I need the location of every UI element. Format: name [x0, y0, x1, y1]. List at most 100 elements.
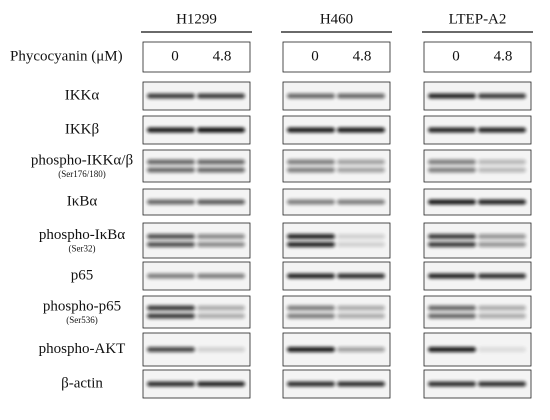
row-sublabel: (Ser536) — [66, 315, 98, 325]
band — [147, 167, 195, 173]
band — [428, 167, 476, 173]
band — [287, 127, 335, 133]
band — [478, 93, 526, 99]
band — [287, 93, 335, 99]
band — [478, 313, 526, 319]
band — [287, 305, 335, 311]
band — [337, 234, 385, 239]
blot-box — [282, 222, 391, 259]
row-label: p65 — [71, 267, 94, 283]
band — [428, 313, 476, 319]
band — [287, 167, 335, 173]
blot-box — [423, 222, 532, 259]
dose-value: 0 — [452, 48, 460, 64]
band — [197, 273, 245, 279]
blot-box — [282, 149, 391, 183]
band — [337, 167, 385, 173]
band — [147, 159, 195, 165]
band — [478, 159, 526, 165]
row-label: phospho-p65 — [43, 298, 121, 314]
band — [478, 127, 526, 133]
band — [337, 199, 385, 205]
band — [428, 381, 476, 387]
band — [147, 234, 195, 239]
band — [428, 93, 476, 99]
band — [337, 381, 385, 387]
cell-line-title: LTEP-A2 — [449, 11, 507, 27]
dose-box — [423, 41, 532, 73]
band — [428, 347, 476, 352]
dose-value: 4.8 — [494, 48, 513, 64]
row-label: IκBα — [67, 193, 98, 209]
band — [478, 167, 526, 173]
band — [147, 381, 195, 387]
blot-box — [142, 149, 251, 183]
row-label: β-actin — [61, 375, 103, 391]
band — [428, 242, 476, 247]
band — [478, 305, 526, 311]
cell-line-title: H460 — [320, 11, 353, 27]
band — [428, 199, 476, 205]
blot-box — [282, 295, 391, 329]
band — [147, 273, 195, 279]
band — [428, 234, 476, 239]
band — [287, 313, 335, 319]
band — [197, 93, 245, 99]
band — [197, 167, 245, 173]
row-sublabel: (Ser32) — [69, 244, 96, 254]
band — [147, 305, 195, 311]
band — [337, 273, 385, 279]
blot-box — [423, 149, 532, 183]
band — [478, 234, 526, 239]
band — [337, 305, 385, 311]
band — [428, 159, 476, 165]
band — [197, 199, 245, 205]
row-label: phospho-IKKα/β — [31, 152, 133, 168]
band — [147, 242, 195, 247]
band — [337, 159, 385, 165]
blot-box — [423, 295, 532, 329]
band — [287, 234, 335, 239]
band — [287, 273, 335, 279]
band — [147, 199, 195, 205]
dose-box — [142, 41, 251, 73]
blot-box — [142, 222, 251, 259]
band — [197, 234, 245, 239]
band — [287, 347, 335, 352]
row-label: phospho-AKT — [39, 341, 126, 357]
band — [197, 159, 245, 165]
dose-value: 4.8 — [353, 48, 372, 64]
band — [197, 305, 245, 311]
band — [478, 242, 526, 247]
band — [197, 127, 245, 133]
band — [147, 127, 195, 133]
band — [197, 381, 245, 387]
band — [337, 242, 385, 247]
band — [287, 381, 335, 387]
band — [337, 127, 385, 133]
band — [337, 347, 385, 352]
band — [197, 313, 245, 319]
band — [478, 199, 526, 205]
band — [428, 305, 476, 311]
row-sublabel: (Ser176/180) — [58, 169, 106, 179]
band — [287, 242, 335, 247]
dose-value: 0 — [171, 48, 179, 64]
dose-box — [282, 41, 391, 73]
row-label: IKKα — [65, 87, 100, 103]
dose-value: 0 — [311, 48, 319, 64]
band — [147, 313, 195, 319]
band — [337, 93, 385, 99]
cell-line-title: H1299 — [176, 11, 217, 27]
band — [287, 159, 335, 165]
dose-label: Phycocyanin (μM) — [10, 48, 123, 64]
band — [287, 199, 335, 205]
band — [197, 242, 245, 247]
band — [197, 347, 245, 352]
band — [147, 93, 195, 99]
band — [478, 347, 526, 352]
band — [337, 313, 385, 319]
band — [478, 273, 526, 279]
band — [478, 381, 526, 387]
